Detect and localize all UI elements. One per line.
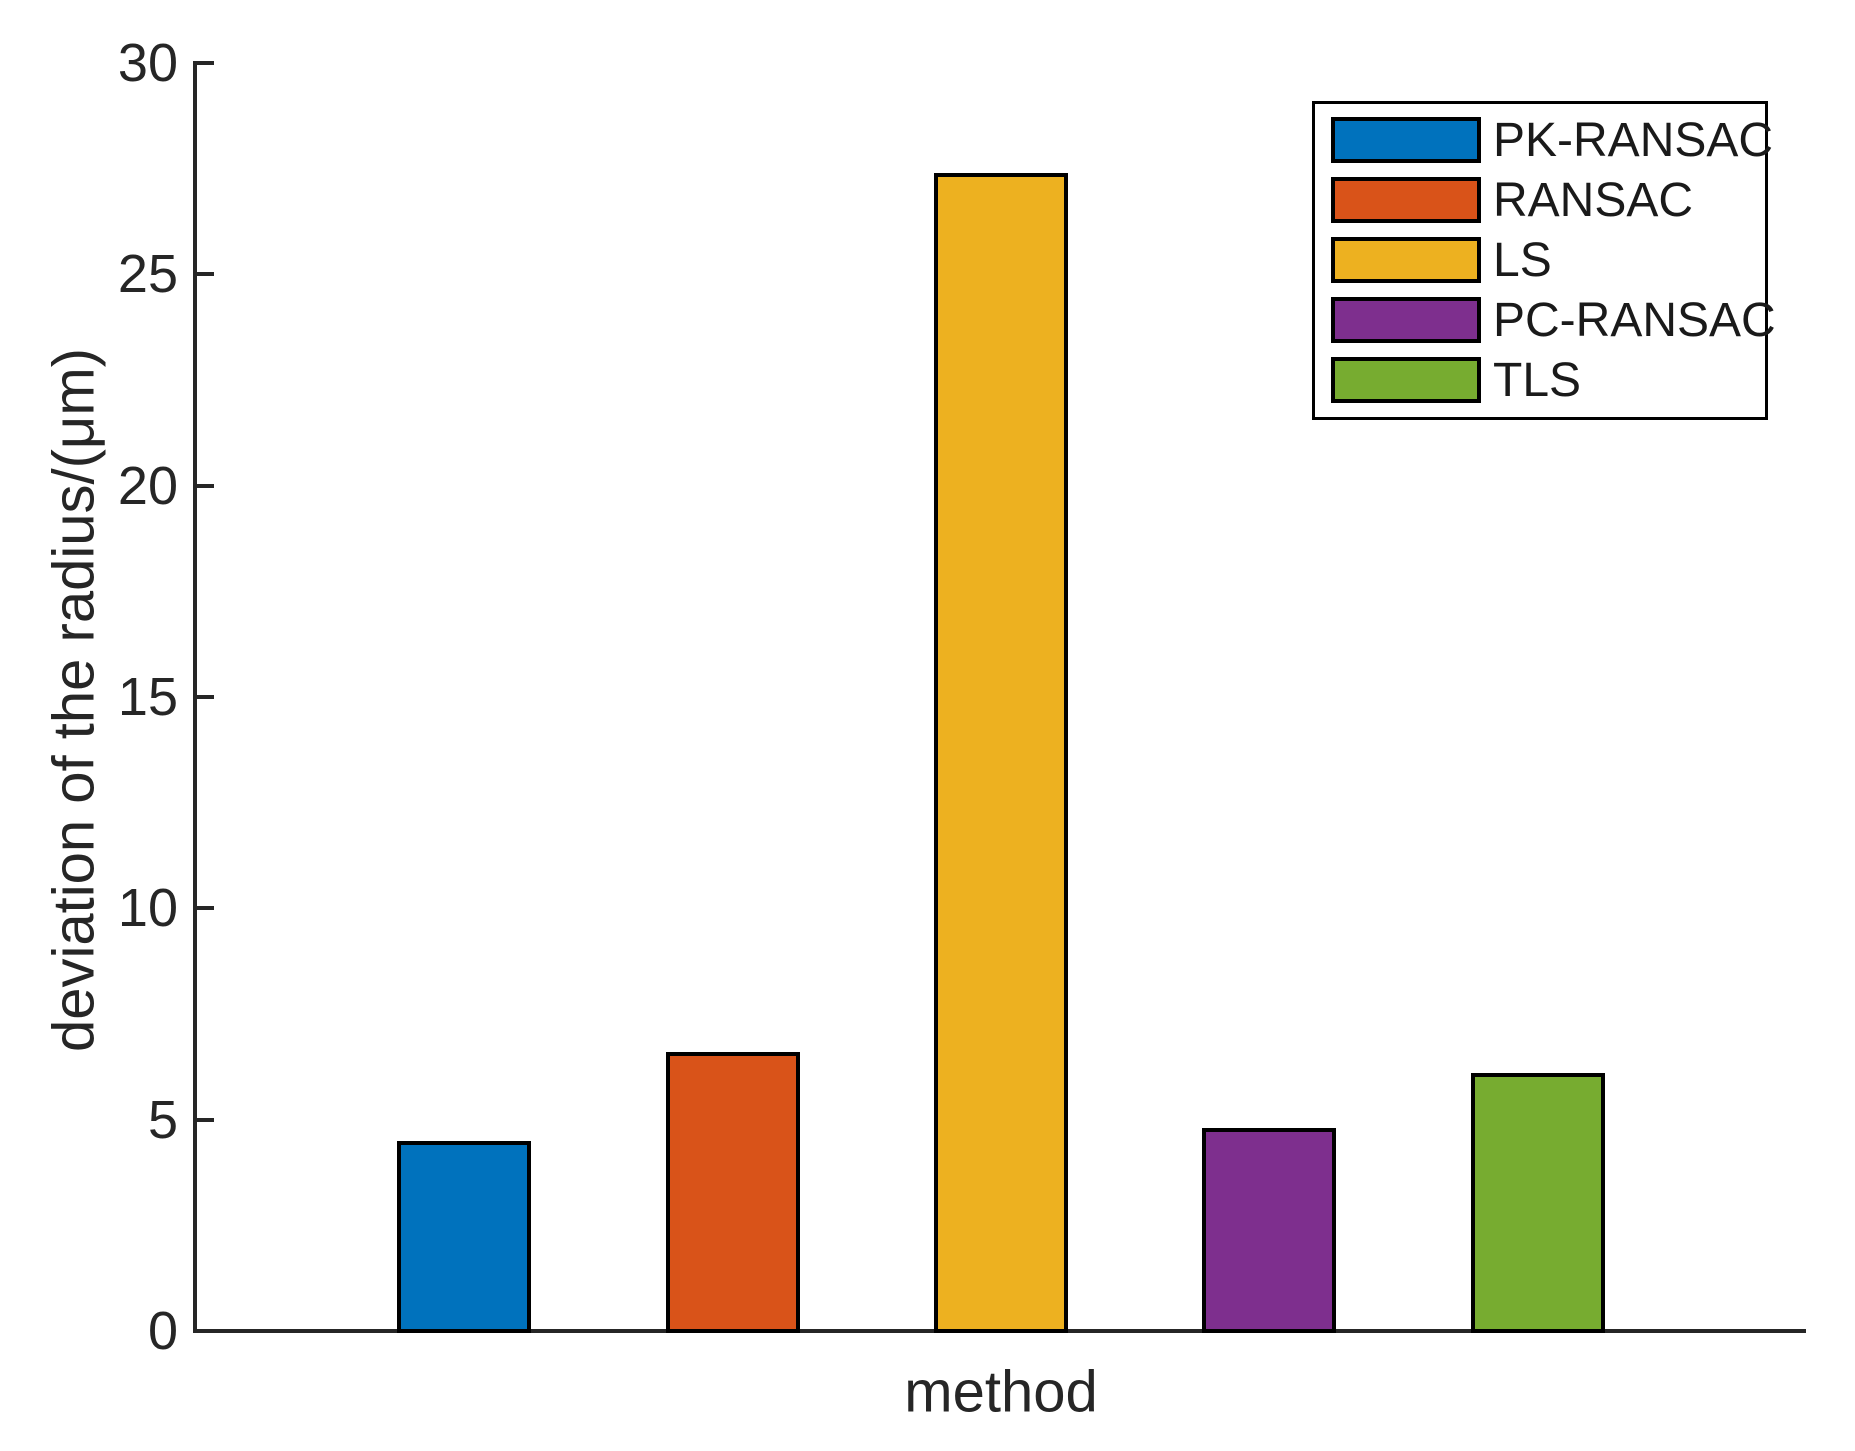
- y-tick: [196, 61, 214, 65]
- legend-label: RANSAC: [1493, 173, 1694, 227]
- y-tick: [196, 272, 214, 277]
- y-tick: [196, 1329, 214, 1333]
- bar-ransac: [665, 1052, 800, 1333]
- y-tick: [196, 906, 214, 911]
- legend-swatch: [1331, 177, 1481, 223]
- y-tick-label: 10: [117, 878, 178, 939]
- legend-swatch: [1331, 117, 1481, 163]
- y-tick-label: 0: [147, 1301, 178, 1361]
- bar-ls: [933, 172, 1069, 1333]
- y-tick: [196, 483, 214, 488]
- y-tick-label: 5: [147, 1089, 178, 1150]
- legend-swatch: [1331, 357, 1481, 403]
- legend-row: PK-RANSAC: [1331, 114, 1773, 167]
- y-tick-label: 15: [117, 667, 178, 727]
- y-tick-label: 20: [117, 455, 178, 516]
- x-axis-label: method: [904, 1359, 1098, 1425]
- bar-tls: [1470, 1073, 1605, 1333]
- legend-row: PC-RANSAC: [1331, 294, 1776, 347]
- legend-row: RANSAC: [1331, 174, 1765, 227]
- y-tick: [196, 1117, 214, 1122]
- legend-label: LS: [1493, 233, 1552, 287]
- y-tick: [196, 695, 214, 699]
- legend: PK-RANSAC RANSAC LS PC-RANSAC TLS: [1312, 101, 1776, 420]
- legend-label: PK-RANSAC: [1493, 113, 1774, 167]
- legend-label: TLS: [1493, 353, 1582, 407]
- y-tick-label: 30: [117, 33, 178, 93]
- legend-swatch: [1331, 237, 1481, 283]
- legend-row: TLS: [1331, 354, 1765, 407]
- legend-swatch: [1331, 297, 1481, 343]
- legend-row: LS: [1331, 234, 1765, 287]
- y-tick-label: 25: [117, 244, 178, 305]
- y-axis-line: [193, 61, 197, 1333]
- bar-pc-ransac: [1202, 1128, 1337, 1333]
- bar-pk-ransac: [397, 1140, 532, 1333]
- legend-label: PC-RANSAC: [1493, 293, 1776, 347]
